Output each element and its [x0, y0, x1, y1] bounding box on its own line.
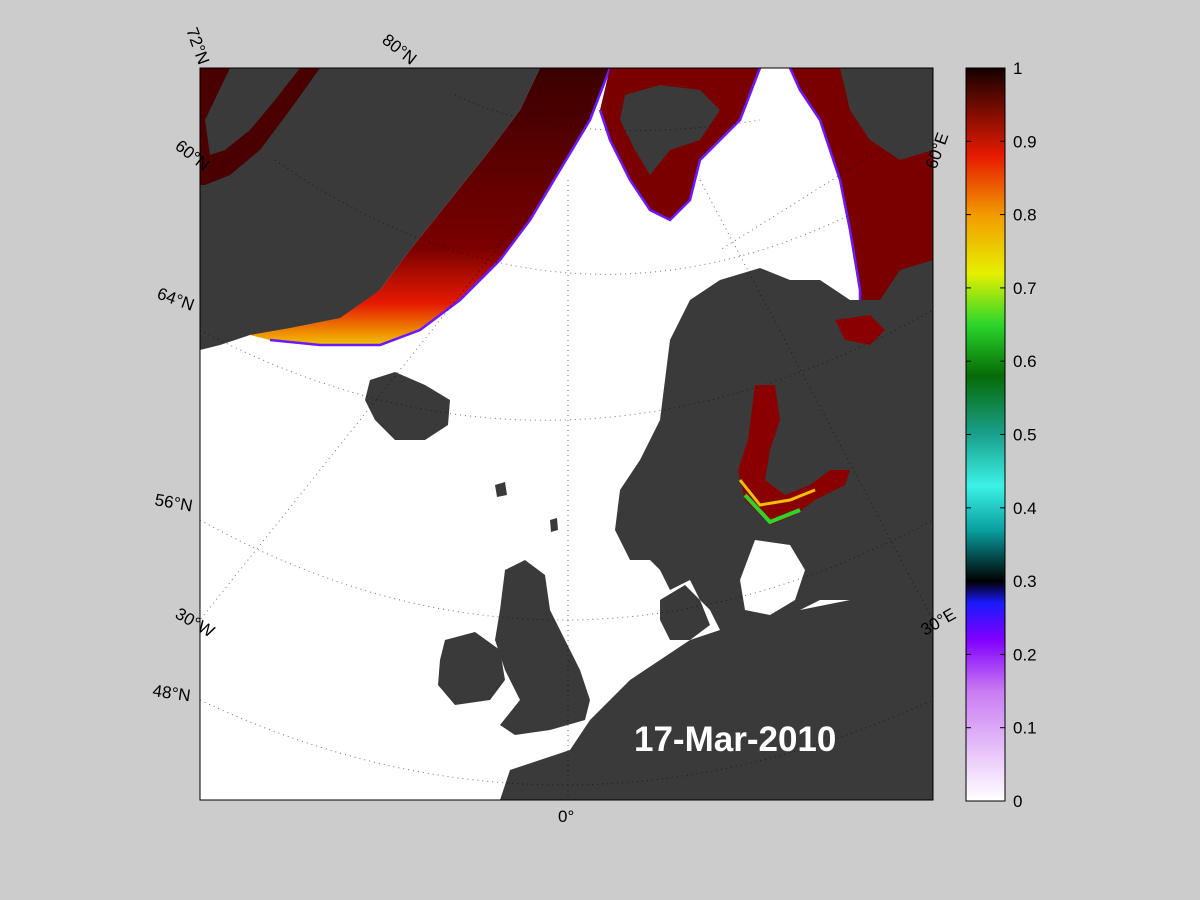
russian-arctic-landmass [840, 68, 933, 160]
colorbar-tick-label: 0.3 [1013, 572, 1037, 591]
greenland-sea-ice [250, 68, 610, 345]
lat-label-64n: 64°N [155, 284, 197, 315]
lon-label-0: 0° [558, 807, 574, 826]
lat-label-72n: 72°N [182, 25, 213, 67]
colorbar-tick-label: 0.6 [1013, 352, 1037, 371]
date-label: 17-Mar-2010 [634, 720, 836, 759]
colorbar-ticks: 0 0.1 0.2 0.3 0.4 0.5 0.6 0.7 0.8 0.9 1 [966, 59, 1037, 811]
lat-label-48n: 48°N [151, 681, 191, 705]
colorbar-tick-label: 0.8 [1013, 206, 1037, 225]
colorbar-tick-label: 0.1 [1013, 719, 1037, 738]
colorbar-tick-label: 0.4 [1013, 499, 1037, 518]
greenland-northwest-land [205, 68, 300, 155]
graticule [200, 94, 933, 800]
colorbar-bar [965, 67, 1006, 802]
great-britain [495, 560, 590, 735]
colorbar-tick-label: 0.2 [1013, 645, 1037, 664]
ireland [438, 632, 505, 705]
gulf-of-bothnia-ice-edge [743, 493, 801, 525]
map-panel [200, 68, 933, 800]
colorbar-tick-label: 0.9 [1013, 132, 1037, 151]
iceland [365, 372, 450, 440]
denmark [660, 585, 710, 640]
colorbar-tick-label: 0.7 [1013, 279, 1037, 298]
shetland-islands [550, 518, 558, 532]
scandinavia-russia-landmass [615, 260, 933, 640]
continental-europe-landmass [500, 600, 933, 800]
baltic-sea [740, 540, 805, 615]
colorbar-tick-label: 1 [1013, 59, 1022, 78]
colorbar: 0 0.1 0.2 0.3 0.4 0.5 0.6 0.7 0.8 0.9 1 [965, 59, 1037, 811]
lat-label-56n: 56°N [153, 490, 194, 515]
faroe-islands [495, 482, 507, 497]
russian-arctic-ice-edge [788, 68, 862, 330]
white-sea-ice [835, 315, 885, 345]
parallel-56n [200, 519, 933, 621]
gulf-of-bothnia-ice-fringe [738, 479, 816, 507]
greenland-landmass [200, 68, 540, 350]
gulf-of-bothnia-sea-ice [738, 385, 850, 525]
svalbard-ice-edge [598, 68, 762, 222]
map-frame [199, 67, 934, 801]
greenland-ice-edge [269, 68, 612, 347]
colorbar-tick-label: 0.5 [1013, 426, 1037, 445]
meridian-30w [200, 219, 521, 621]
colorbar-tick-label: 0 [1013, 792, 1022, 811]
lat-label-80n: 80°N [379, 30, 421, 68]
svalbard-landmass [620, 85, 720, 175]
